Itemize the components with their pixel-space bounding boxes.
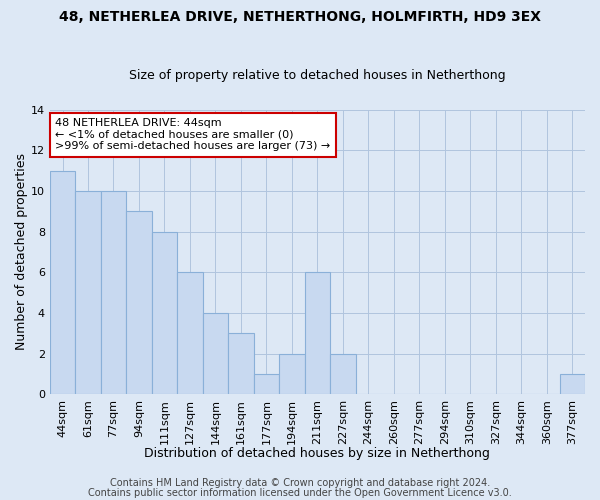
Bar bbox=[330, 354, 356, 394]
Bar bbox=[75, 191, 101, 394]
X-axis label: Distribution of detached houses by size in Netherthong: Distribution of detached houses by size … bbox=[145, 447, 490, 460]
Text: 48, NETHERLEA DRIVE, NETHERTHONG, HOLMFIRTH, HD9 3EX: 48, NETHERLEA DRIVE, NETHERTHONG, HOLMFI… bbox=[59, 10, 541, 24]
Bar bbox=[203, 313, 228, 394]
Bar bbox=[126, 211, 152, 394]
Y-axis label: Number of detached properties: Number of detached properties bbox=[15, 154, 28, 350]
Text: Contains HM Land Registry data © Crown copyright and database right 2024.: Contains HM Land Registry data © Crown c… bbox=[110, 478, 490, 488]
Bar bbox=[177, 272, 203, 394]
Bar bbox=[101, 191, 126, 394]
Bar bbox=[254, 374, 279, 394]
Bar bbox=[560, 374, 585, 394]
Text: 48 NETHERLEA DRIVE: 44sqm
← <1% of detached houses are smaller (0)
>99% of semi-: 48 NETHERLEA DRIVE: 44sqm ← <1% of detac… bbox=[55, 118, 331, 152]
Bar bbox=[152, 232, 177, 394]
Title: Size of property relative to detached houses in Netherthong: Size of property relative to detached ho… bbox=[129, 69, 506, 82]
Text: Contains public sector information licensed under the Open Government Licence v3: Contains public sector information licen… bbox=[88, 488, 512, 498]
Bar bbox=[305, 272, 330, 394]
Bar bbox=[279, 354, 305, 394]
Bar bbox=[228, 333, 254, 394]
Bar bbox=[50, 170, 75, 394]
